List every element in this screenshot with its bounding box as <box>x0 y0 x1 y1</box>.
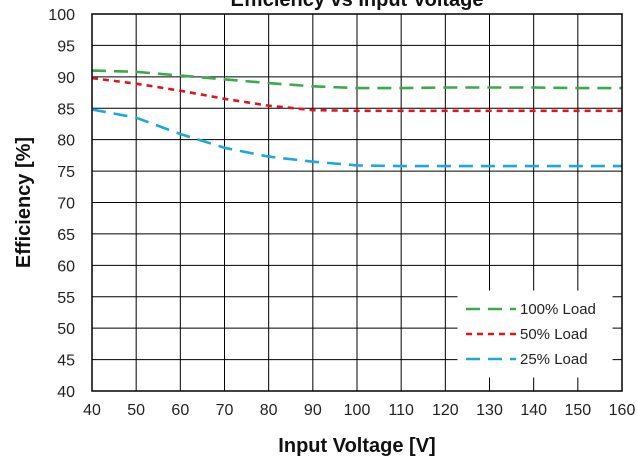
x-axis-title: Input Voltage [V] <box>278 435 435 457</box>
y-tick-label: 80 <box>57 133 75 150</box>
y-tick-label: 95 <box>57 38 75 55</box>
y-tick-label: 40 <box>57 384 75 401</box>
x-tick-label: 70 <box>216 402 234 419</box>
x-tick-label: 140 <box>520 402 547 419</box>
y-tick-label: 100 <box>48 7 75 24</box>
series-layer <box>91 69 622 168</box>
x-tick-label: 160 <box>609 402 636 419</box>
legend-label: 50% Load <box>520 326 588 343</box>
y-tick-label: 50 <box>57 321 75 338</box>
y-tick-label: 45 <box>57 353 75 370</box>
legend-layer: 100% Load 50% Load 25% Load <box>457 290 613 378</box>
x-tick-label: 120 <box>432 402 459 419</box>
plot-frame <box>91 13 623 392</box>
axis-labels-layer: 40 50 60 70 80 90 100 110 120 130 140 150 160 40 45 50 5… <box>13 7 635 457</box>
y-tick-label: 65 <box>57 227 75 244</box>
x-tick-label: 90 <box>304 402 322 419</box>
x-tick-label: 110 <box>388 402 414 419</box>
series-line-100-load <box>91 69 622 90</box>
x-tick-label: 40 <box>83 402 101 419</box>
legend-label: 25% Load <box>520 351 588 368</box>
x-tick-label: 150 <box>564 402 591 419</box>
y-tick-label: 90 <box>57 70 75 87</box>
x-tick-label: 100 <box>344 402 371 419</box>
y-tick-label: 85 <box>57 101 75 118</box>
title-layer: Efficiency vs Input Voltage <box>230 0 483 11</box>
x-tick-label: 80 <box>260 402 278 419</box>
x-tick-label: 50 <box>127 402 145 419</box>
x-tick-label: 130 <box>476 402 503 419</box>
series-line-25-load <box>91 108 622 168</box>
y-tick-label: 75 <box>57 164 75 181</box>
legend-box <box>457 290 613 378</box>
series-line-50-load <box>91 76 622 113</box>
legend-label: 100% Load <box>520 301 596 318</box>
y-tick-label: 60 <box>57 258 75 275</box>
y-tick-label: 55 <box>57 290 75 307</box>
y-tick-label: 70 <box>57 196 75 213</box>
x-tick-label: 60 <box>171 402 189 419</box>
y-axis-title: Efficiency [%] <box>13 137 35 268</box>
chart-title: Efficiency vs Input Voltage <box>230 0 483 11</box>
